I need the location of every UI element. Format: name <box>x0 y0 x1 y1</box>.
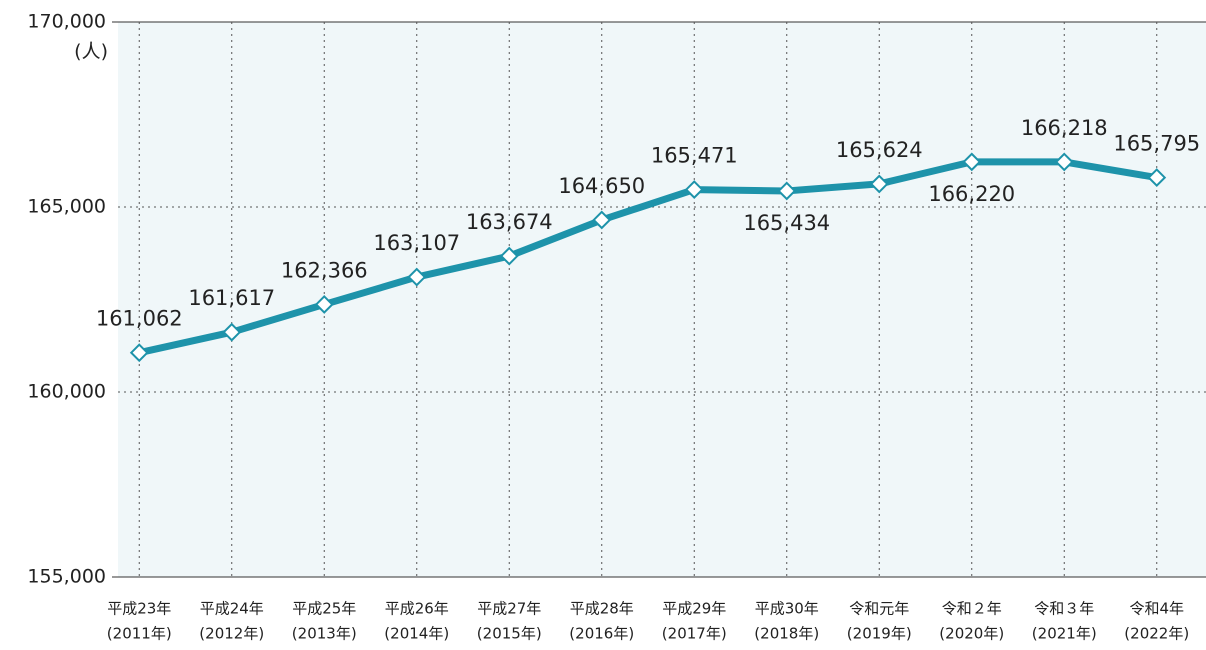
x-tick-label: 平成26年 <box>385 600 449 618</box>
data-label: 166,218 <box>1021 116 1108 140</box>
data-label: 161,062 <box>96 307 183 331</box>
x-tick-label: (2020年) <box>939 625 1004 643</box>
data-label: 163,107 <box>373 231 460 255</box>
x-tick-label: 令和３年 <box>1034 600 1094 618</box>
data-point <box>499 246 519 266</box>
x-tick-label: 平成28年 <box>570 600 634 618</box>
data-point <box>777 181 797 201</box>
data-label: 165,434 <box>743 211 830 235</box>
x-tick-label: (2013年) <box>292 625 357 643</box>
data-point <box>592 210 612 230</box>
data-point <box>407 267 427 287</box>
data-label: 162,366 <box>281 258 368 282</box>
data-label: 165,624 <box>836 138 923 162</box>
data-point <box>962 152 982 172</box>
data-point <box>129 343 149 363</box>
x-tick-label: 平成30年 <box>755 600 819 618</box>
data-point <box>1147 168 1167 187</box>
x-tick-label: 平成27年 <box>477 600 541 618</box>
x-tick-label: 平成25年 <box>292 600 356 618</box>
x-tick-label: (2014年) <box>384 625 449 643</box>
x-tick-label: 令和4年 <box>1129 600 1184 618</box>
data-label: 163,674 <box>466 210 553 234</box>
data-label: 161,617 <box>188 286 275 310</box>
x-tick-label: (2016年) <box>569 625 634 643</box>
x-tick-label: 平成29年 <box>662 600 726 618</box>
x-tick-label: (2022年) <box>1124 625 1189 643</box>
plot-background <box>118 22 1206 577</box>
x-tick-label: (2018年) <box>754 625 819 643</box>
y-tick-label: 160,000 <box>27 381 106 403</box>
x-tick-label: (2017年) <box>662 625 727 643</box>
y-tick-label: 170,000 <box>27 11 106 33</box>
x-tick-label: (2019年) <box>847 625 912 643</box>
data-point <box>684 180 704 199</box>
data-label: 164,650 <box>558 174 645 198</box>
y-unit: (人) <box>74 41 108 63</box>
data-point <box>314 295 334 314</box>
x-tick-label: (2012年) <box>199 625 264 643</box>
data-label: 165,471 <box>651 144 738 168</box>
x-tick-label: (2021年) <box>1032 625 1097 643</box>
series-line <box>138 158 1158 357</box>
x-tick-label: (2015年) <box>477 625 542 643</box>
x-tick-label: 令和元年 <box>849 600 909 618</box>
data-label: 165,795 <box>1113 132 1200 156</box>
data-point <box>222 322 242 342</box>
y-tick-label: 155,000 <box>27 566 106 588</box>
y-tick-label: 165,000 <box>27 196 106 218</box>
x-tick-label: 平成24年 <box>200 600 264 618</box>
x-tick-label: 平成23年 <box>107 600 171 618</box>
data-label: 166,220 <box>928 182 1015 206</box>
x-tick-label: (2011年) <box>107 625 172 643</box>
x-tick-label: 令和２年 <box>942 600 1002 618</box>
data-point <box>1054 152 1074 172</box>
data-point <box>869 174 889 194</box>
